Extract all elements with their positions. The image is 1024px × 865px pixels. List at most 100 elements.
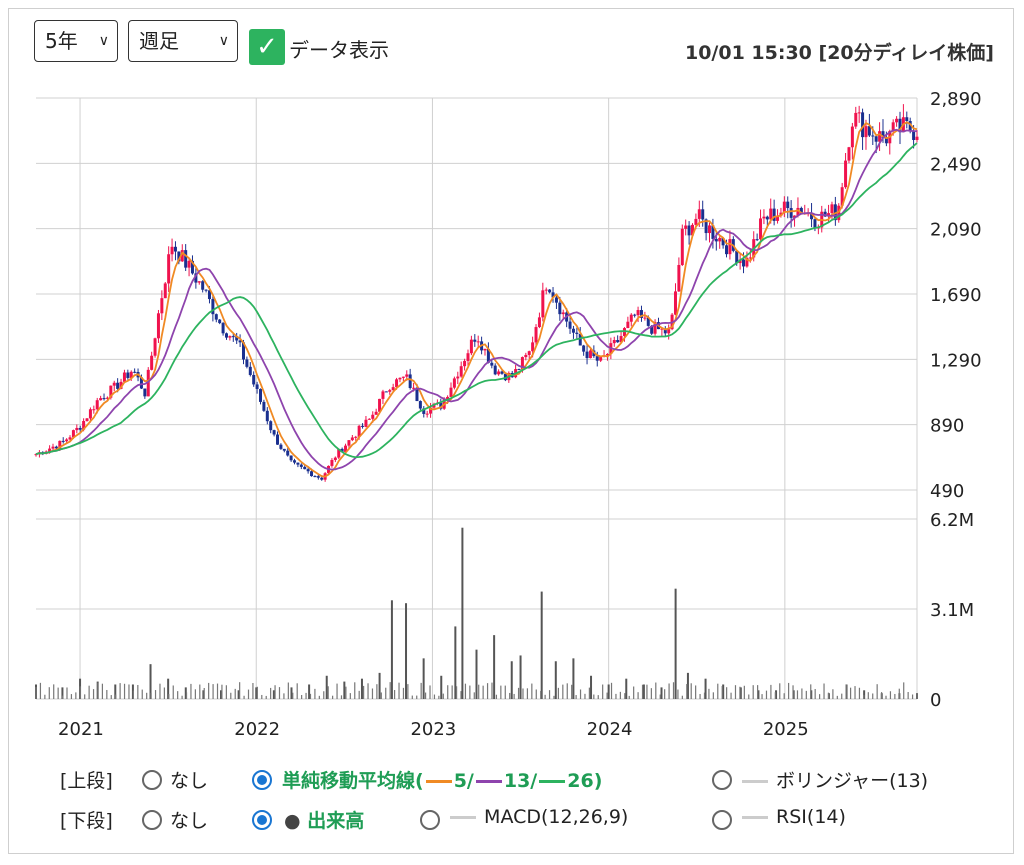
lower-none-radio[interactable] — [142, 810, 162, 830]
candle — [170, 246, 174, 255]
volume-bar — [712, 692, 714, 699]
sma-5-line — [35, 121, 918, 478]
volume-bar — [761, 694, 763, 699]
candle — [133, 371, 137, 373]
period-value: 5年 — [45, 29, 78, 53]
candle — [561, 312, 565, 315]
volume-bar — [296, 683, 298, 699]
volume-bar — [650, 688, 652, 699]
candle — [269, 421, 273, 431]
volume-bar — [378, 672, 381, 699]
volume-bar — [841, 693, 843, 699]
volume-bar — [867, 692, 869, 699]
volume-bar — [53, 684, 55, 699]
volume-bar — [203, 687, 205, 699]
volume-bar — [163, 687, 165, 699]
candle — [388, 390, 392, 392]
candle — [857, 112, 861, 114]
volume-bar — [805, 690, 807, 699]
candle — [708, 225, 712, 234]
volume-bar — [493, 635, 496, 699]
volume-bar — [774, 692, 776, 699]
candle — [759, 218, 763, 240]
volume-legend: ● 出来高 — [284, 806, 364, 833]
volume-bar — [606, 692, 608, 699]
candle — [582, 345, 586, 352]
volume-bar — [757, 690, 760, 699]
volume-bar — [44, 694, 46, 699]
volume-bar — [792, 690, 795, 699]
volume-bar — [422, 658, 425, 699]
candle — [687, 225, 691, 236]
candle — [350, 437, 354, 441]
candle — [605, 353, 609, 356]
upper-none-radio[interactable] — [142, 770, 162, 790]
macd-radio[interactable] — [420, 810, 440, 830]
sma-radio[interactable] — [252, 770, 272, 790]
candle — [796, 207, 800, 216]
volume-bar — [442, 693, 444, 699]
volume-bar — [677, 689, 679, 699]
volume-bar — [380, 692, 382, 699]
volume-bar — [110, 695, 112, 699]
candle — [354, 436, 358, 438]
sma-legend: 単純移動平均線(5/13/26) — [282, 766, 602, 793]
rsi-radio[interactable] — [712, 810, 732, 830]
volume-bar — [544, 694, 546, 699]
volume-bar — [590, 675, 593, 699]
sma13-label: 13/ — [503, 770, 538, 792]
candle — [330, 460, 334, 466]
volume-bar — [642, 684, 645, 699]
interval-select[interactable]: 週足 ∨ — [128, 20, 238, 62]
candle — [891, 122, 895, 132]
candle — [68, 437, 72, 440]
volume-bar — [540, 591, 543, 699]
candle — [813, 219, 817, 228]
checkbox-checked-icon[interactable]: ✓ — [249, 29, 285, 65]
volume-bar — [916, 693, 918, 699]
candle — [347, 440, 351, 446]
volume-bar — [655, 682, 657, 699]
volume-bar — [239, 682, 241, 699]
candle — [259, 388, 263, 402]
rsi-line-icon — [742, 816, 768, 819]
candle — [163, 283, 167, 299]
period-select[interactable]: 5年 ∨ — [34, 20, 118, 62]
candle — [755, 239, 759, 241]
macd-legend: MACD(12,26,9) — [448, 806, 628, 828]
volume-bar — [775, 690, 778, 699]
volume-bar — [588, 687, 590, 699]
volume-bar — [482, 685, 484, 699]
volume-bar — [509, 692, 511, 699]
candle — [153, 338, 157, 356]
candle — [653, 322, 657, 334]
volume-bar — [424, 692, 427, 699]
candle — [306, 469, 310, 472]
candle — [673, 291, 677, 315]
volume-bar — [35, 686, 37, 699]
candle — [333, 457, 337, 461]
x-tick-label: 2025 — [763, 719, 809, 740]
candle — [276, 434, 280, 445]
candle — [898, 118, 902, 133]
candle — [364, 419, 368, 427]
volume-radio[interactable] — [252, 810, 272, 830]
volume-bar — [340, 695, 343, 699]
y-tick-label: 490 — [930, 481, 964, 502]
candle — [415, 387, 419, 402]
candle — [316, 476, 320, 478]
volume-bar — [325, 675, 328, 699]
candle — [517, 369, 521, 371]
candle — [71, 430, 75, 438]
volume-bar — [97, 682, 99, 699]
rsi-legend: RSI(14) — [740, 806, 846, 828]
volume-bar — [792, 685, 794, 699]
volume-bar — [287, 682, 289, 699]
candle — [204, 289, 208, 291]
bollinger-radio[interactable] — [712, 770, 732, 790]
candle — [452, 378, 456, 388]
candle — [129, 371, 133, 378]
candle — [82, 421, 86, 430]
candle — [701, 209, 705, 220]
volume-bar — [571, 684, 573, 699]
